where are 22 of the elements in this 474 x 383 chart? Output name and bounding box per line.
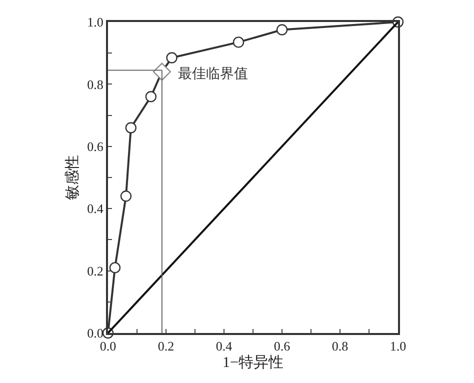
x-tick-label: 1.0 xyxy=(390,338,406,354)
y-tick-label: 0.4 xyxy=(87,201,104,216)
y-tick-label: 0.0 xyxy=(87,326,104,341)
annotation: 最佳临界值 xyxy=(178,66,248,82)
y-axis-title: 敏感性 xyxy=(64,155,81,200)
point xyxy=(276,24,288,36)
y-tick-label: 1.0 xyxy=(87,14,104,30)
x-tick-label: 0.4 xyxy=(216,338,233,354)
point xyxy=(145,91,157,102)
x-tick-label: 0.8 xyxy=(332,338,348,354)
y-tick-label: 0.2 xyxy=(87,263,104,278)
x-tick-label: 0.2 xyxy=(158,338,174,354)
point xyxy=(109,262,121,274)
point xyxy=(125,122,137,134)
point xyxy=(232,36,244,48)
point xyxy=(120,190,132,202)
x-tick-label: 0.6 xyxy=(274,338,291,354)
y-tick-label: 0.6 xyxy=(87,138,104,154)
x-axis-title: 1−特异性 xyxy=(222,354,284,372)
y-tick-label: 0.8 xyxy=(87,76,104,92)
x-tick-label: 0.0 xyxy=(100,338,116,354)
point xyxy=(166,52,178,64)
